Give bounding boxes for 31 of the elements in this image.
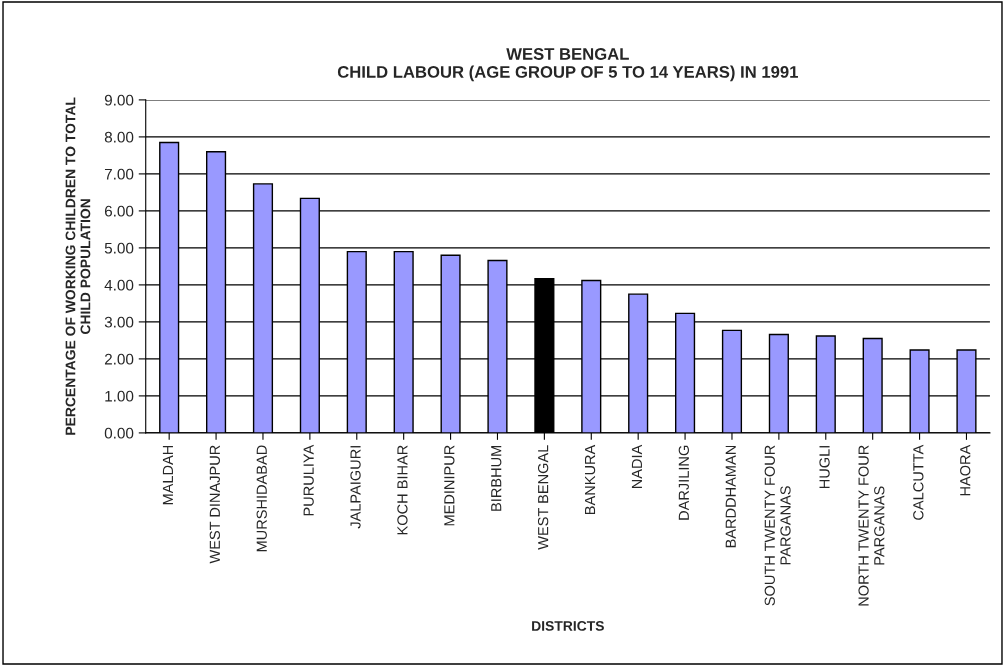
x-tick-label: HAORA: [960, 444, 971, 496]
y-axis-title: PERCENTAGE OF WORKING CHILDREN TO TOTAL CHILD POPULATION: [65, 97, 91, 435]
y-tick-label: 9.00: [104, 94, 134, 106]
x-tick-label: MALDAH: [162, 445, 173, 505]
y-tick-label: 5.00: [104, 242, 134, 254]
y-tick-label: 0.00: [104, 427, 134, 439]
y-tick-label: 1.00: [105, 390, 134, 402]
x-tick-label: WEST BENGAL: [537, 445, 549, 550]
x-tick-label: WEST DINAJPUR: [209, 445, 220, 564]
x-tick-label: PURULIYA: [303, 444, 314, 516]
x-axis-title: DISTRICTS: [532, 621, 604, 631]
x-tick-label: HUGLI: [819, 446, 830, 489]
x-tick-label: DARJILING: [678, 445, 689, 520]
x-tick-label: SOUTH TWENTY FOUR PARGANAS: [764, 445, 791, 606]
y-tick-label: 2.00: [104, 353, 134, 365]
x-tick-label: NADIA: [631, 444, 642, 489]
y-tick-label: 8.00: [104, 131, 134, 143]
x-tick-label: JALPAIGURI: [350, 446, 361, 529]
x-tick-label: BIRBHUM: [491, 445, 502, 511]
y-tick-label: 6.00: [104, 205, 134, 217]
x-tick-label: KOCH BIHAR: [397, 445, 408, 535]
x-tick-label: NORTH TWENTY FOUR PARGANAS: [858, 445, 885, 606]
x-tick-label: BARDDHAMAN: [725, 445, 736, 548]
x-tick-label: CALCUTTA: [913, 444, 924, 520]
chart-title: WEST BENGAL CHILD LABOUR (AGE GROUP OF 5 TO 14 YEARS) IN 1991: [337, 48, 798, 82]
y-tick-label: 3.00: [104, 316, 134, 328]
x-tick-label: BANKURA: [585, 444, 596, 515]
x-tick-label: MEDINIPUR: [444, 445, 455, 526]
y-tick-label: 4.00: [104, 279, 134, 291]
x-tick-label: MURSHIDABAD: [256, 445, 267, 552]
y-tick-label: 7.00: [104, 168, 134, 180]
